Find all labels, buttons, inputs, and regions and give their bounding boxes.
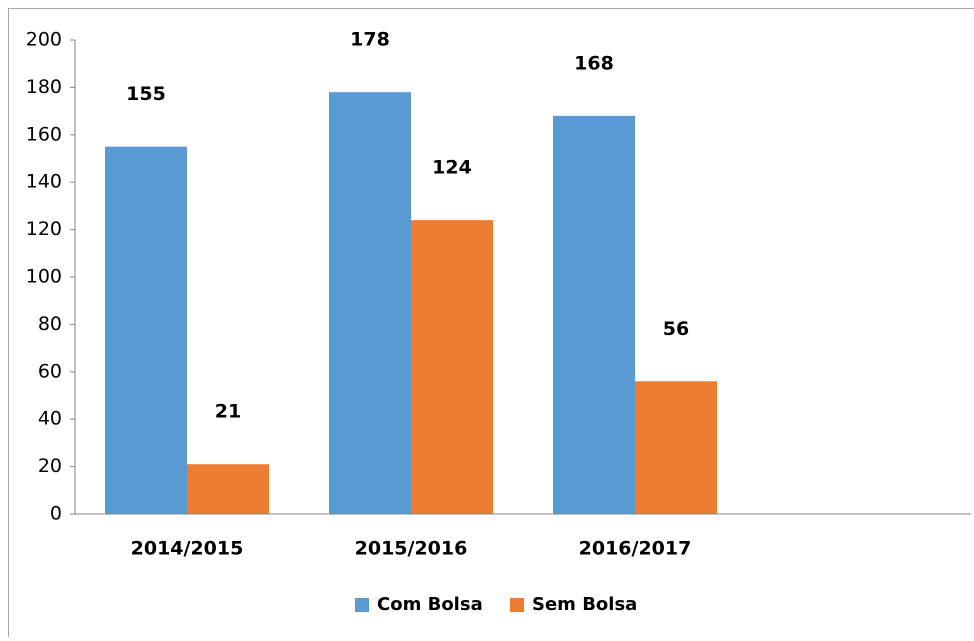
y-tick-label: 100 — [26, 266, 62, 288]
value-label: 155 — [126, 83, 166, 105]
bar — [329, 92, 411, 514]
legend-swatch — [355, 598, 369, 612]
y-tick-label: 0 — [50, 503, 62, 525]
bar — [635, 381, 717, 514]
y-tick-label: 120 — [26, 218, 62, 240]
value-label: 168 — [574, 52, 614, 74]
y-tick-label: 40 — [38, 408, 62, 430]
y-tick-label: 20 — [38, 455, 62, 477]
y-tick-label: 180 — [26, 76, 62, 98]
bar — [411, 220, 493, 514]
y-tick-label: 60 — [38, 360, 62, 382]
x-tick-label: 2015/2016 — [355, 538, 468, 560]
y-tick-label: 140 — [26, 171, 62, 193]
x-tick-label: 2014/2015 — [131, 538, 244, 560]
x-tick-label: 2016/2017 — [579, 538, 692, 560]
value-label: 21 — [215, 401, 241, 423]
y-tick-label: 200 — [26, 29, 62, 51]
legend-label: Sem Bolsa — [532, 594, 637, 615]
bar — [553, 116, 635, 514]
legend-label: Com Bolsa — [377, 594, 483, 615]
value-label: 124 — [432, 157, 472, 179]
y-tick-label: 160 — [26, 123, 62, 145]
legend-swatch — [510, 598, 524, 612]
value-label: 178 — [350, 29, 390, 51]
y-tick-label: 80 — [38, 313, 62, 335]
bar — [187, 464, 269, 514]
value-label: 56 — [663, 318, 689, 340]
bar — [105, 147, 187, 514]
